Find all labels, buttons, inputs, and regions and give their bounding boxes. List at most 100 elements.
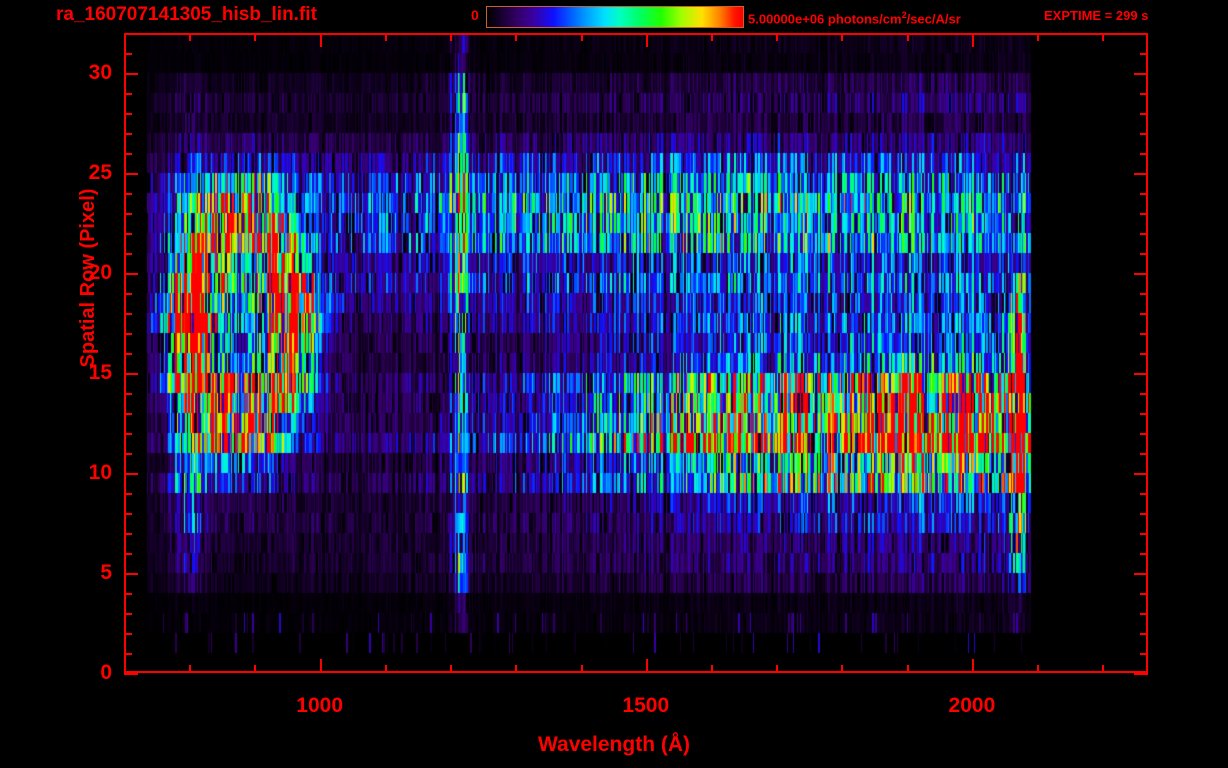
y-tick-right <box>1134 373 1148 375</box>
page-title: ra_160707141305_hisb_lin.fit <box>56 4 317 25</box>
y-tick <box>124 133 132 135</box>
x-tick-top <box>580 33 583 41</box>
y-tick <box>124 313 132 315</box>
y-tick-right <box>1134 73 1148 75</box>
y-tick <box>124 273 138 275</box>
y-tick-right <box>1140 353 1148 355</box>
y-tick <box>124 373 138 375</box>
colorbar <box>486 6 744 28</box>
y-tick <box>124 113 132 115</box>
x-tick <box>906 665 909 673</box>
y-tick <box>124 673 138 675</box>
y-tick-right <box>1140 633 1148 635</box>
x-tick-top <box>189 33 192 41</box>
y-tick-label: 10 <box>88 461 112 484</box>
y-tick-right <box>1140 33 1148 35</box>
y-tick-right <box>1140 493 1148 495</box>
y-tick <box>124 593 132 595</box>
x-tick <box>580 665 583 673</box>
x-tick <box>124 665 126 673</box>
x-tick <box>189 665 192 673</box>
y-tick <box>124 253 132 255</box>
x-tick <box>384 665 387 673</box>
x-tick-top <box>1102 33 1105 41</box>
x-tick <box>319 659 322 673</box>
y-tick-label: 0 <box>100 661 112 684</box>
y-tick <box>124 553 132 555</box>
y-tick-right <box>1134 273 1148 275</box>
y-tick-right <box>1140 333 1148 335</box>
x-tick-top <box>515 33 518 41</box>
y-tick <box>124 213 132 215</box>
y-tick-right <box>1140 613 1148 615</box>
y-tick-right <box>1140 513 1148 515</box>
y-tick-right <box>1140 453 1148 455</box>
y-tick <box>124 153 132 155</box>
x-tick-top <box>906 33 909 41</box>
y-tick <box>124 653 132 655</box>
y-tick-right <box>1140 433 1148 435</box>
x-tick-label: 1000 <box>296 694 344 717</box>
y-tick <box>124 393 132 395</box>
x-tick <box>645 659 648 673</box>
y-tick-label: 30 <box>88 61 112 84</box>
x-tick-top <box>319 33 322 47</box>
x-tick-top <box>841 33 844 41</box>
x-tick-top <box>971 33 974 47</box>
y-tick <box>124 193 132 195</box>
x-tick <box>971 659 974 673</box>
exptime-label: EXPTIME = 299 s <box>1044 8 1149 23</box>
y-tick <box>124 453 132 455</box>
x-tick-top <box>124 33 126 41</box>
y-tick-label: 20 <box>88 261 112 284</box>
y-tick-right <box>1134 673 1148 675</box>
y-tick-right <box>1140 593 1148 595</box>
x-tick <box>515 665 518 673</box>
colorbar-unit-tail: /sec/A/sr <box>906 11 961 27</box>
y-tick <box>124 613 132 615</box>
x-tick <box>254 665 257 673</box>
y-tick-right <box>1140 233 1148 235</box>
x-tick <box>841 665 844 673</box>
y-tick-right <box>1140 113 1148 115</box>
y-tick <box>124 233 132 235</box>
y-tick <box>124 633 132 635</box>
y-tick-right <box>1140 393 1148 395</box>
y-tick-right <box>1140 93 1148 95</box>
x-tick-top <box>450 33 453 41</box>
y-tick <box>124 433 132 435</box>
x-tick-top <box>776 33 779 41</box>
y-tick-right <box>1134 473 1148 475</box>
y-tick <box>124 293 132 295</box>
x-tick <box>1037 665 1040 673</box>
y-tick <box>124 33 132 35</box>
y-tick <box>124 173 138 175</box>
x-tick <box>1102 665 1105 673</box>
y-tick-right <box>1140 253 1148 255</box>
y-tick-right <box>1140 413 1148 415</box>
x-axis-title: Wavelength (Å) <box>537 733 691 756</box>
x-tick-label: 2000 <box>948 694 996 717</box>
x-tick-top <box>711 33 713 41</box>
x-tick-top <box>384 33 387 41</box>
x-tick <box>711 665 713 673</box>
x-tick-top <box>645 33 648 47</box>
y-tick-right <box>1140 133 1148 135</box>
x-tick-top <box>254 33 257 41</box>
x-tick-top <box>1037 33 1040 41</box>
y-tick <box>124 493 132 495</box>
y-tick-label: 25 <box>88 161 112 184</box>
y-tick-right <box>1140 293 1148 295</box>
y-tick <box>124 73 138 75</box>
plot-frame <box>124 33 1148 673</box>
y-tick <box>124 513 132 515</box>
x-tick <box>776 665 779 673</box>
y-tick-label: 5 <box>100 561 112 584</box>
x-tick <box>450 665 453 673</box>
y-tick-right <box>1140 533 1148 535</box>
y-tick-right <box>1140 653 1148 655</box>
y-tick-right <box>1134 173 1148 175</box>
colorbar-min-label: 0 <box>471 7 479 23</box>
y-tick <box>124 53 132 55</box>
